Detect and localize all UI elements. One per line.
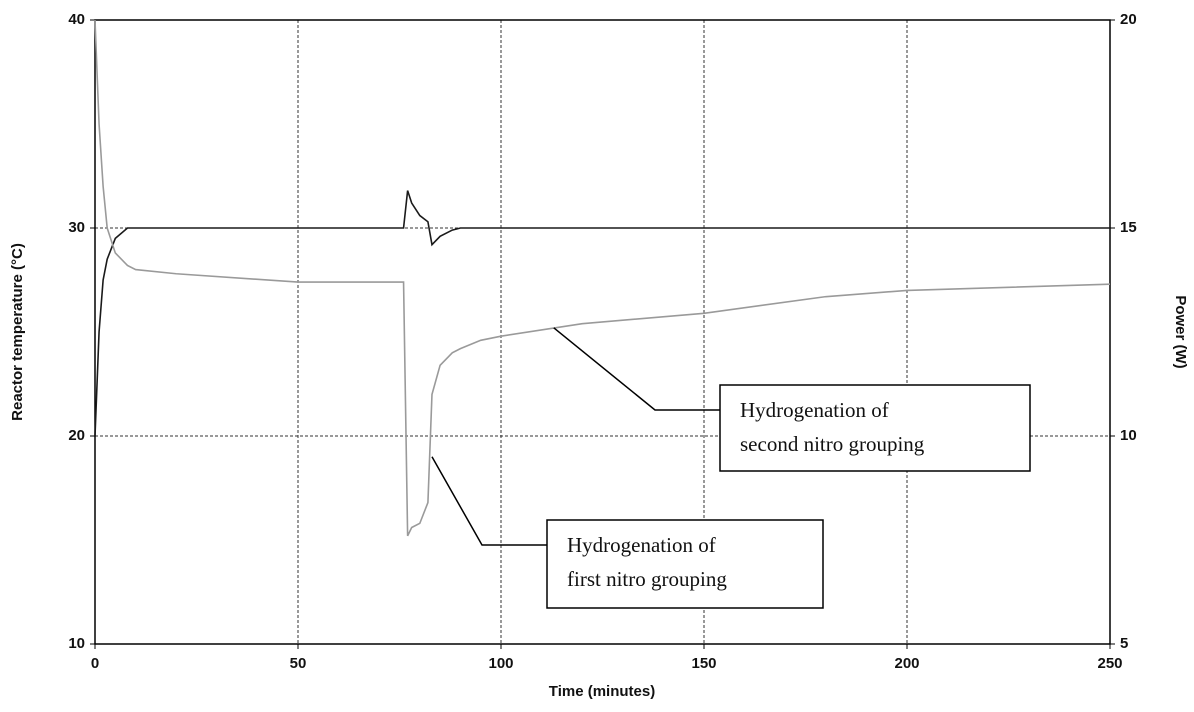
annotation-box: [546, 519, 824, 609]
plot-frame: [94, 19, 1111, 645]
y2-tick-label: 5: [1120, 635, 1128, 652]
y2-tick-label: 15: [1120, 219, 1137, 236]
x-tick-label: 150: [691, 655, 716, 672]
y-tick-label: 20: [68, 427, 85, 444]
leader-line: [553, 327, 720, 411]
x-tick-label: 200: [894, 655, 919, 672]
x-tick-label: 50: [290, 655, 307, 672]
x-tick-label: 250: [1097, 655, 1122, 672]
annotation-box: [719, 384, 1031, 472]
y-tick-label: 40: [68, 11, 85, 28]
y-tick-label: 10: [68, 635, 85, 652]
y-tick-label: 30: [68, 219, 85, 236]
x-tick-label: 100: [488, 655, 513, 672]
annotation-text: Hydrogenation of: [567, 533, 716, 557]
y2-axis-label: Power (W): [1172, 295, 1189, 368]
y2-tick-label: 10: [1120, 427, 1137, 444]
data-line: [94, 190, 1110, 437]
annotation-text: second nitro grouping: [740, 432, 925, 456]
y-axis-label: Reactor temperature (°C): [9, 243, 26, 421]
annotation-text: Hydrogenation of: [740, 398, 889, 422]
x-tick-label: 0: [91, 655, 99, 672]
leader-line: [431, 456, 547, 546]
y2-tick-label: 20: [1120, 11, 1137, 28]
annotation-text: first nitro grouping: [567, 567, 727, 591]
data-line: [94, 19, 1111, 537]
x-axis-label: Time (minutes): [549, 683, 655, 700]
